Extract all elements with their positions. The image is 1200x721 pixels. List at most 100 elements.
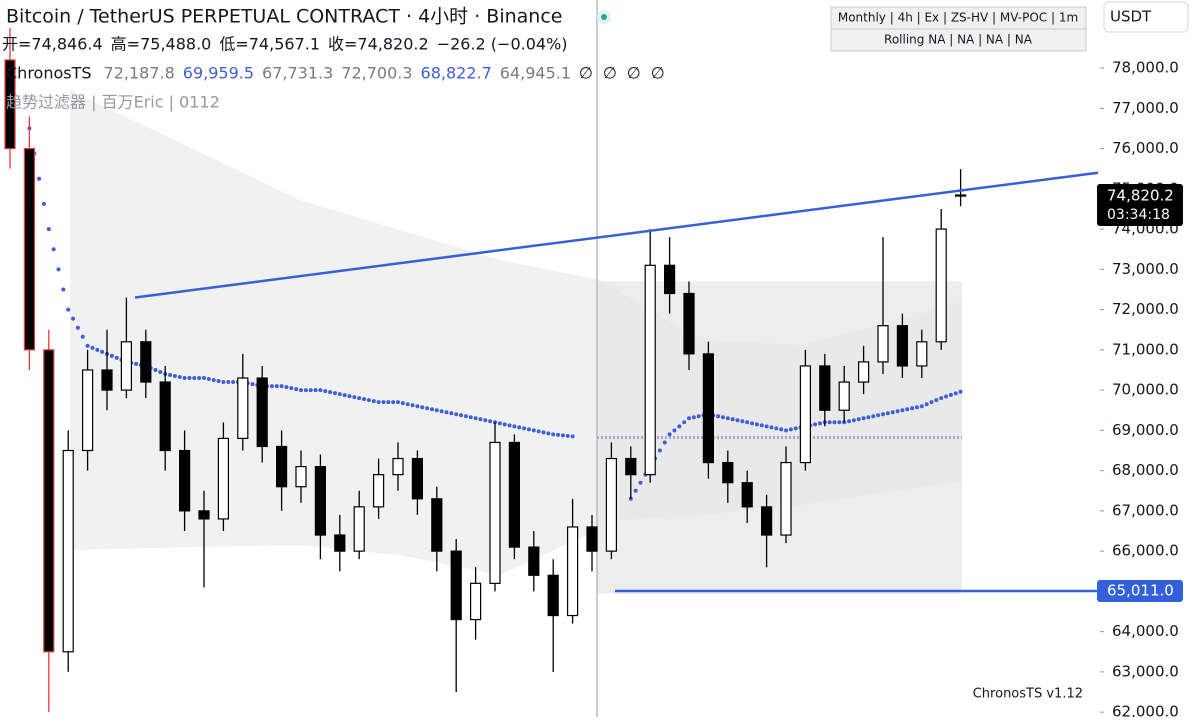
candle-body (508, 441, 520, 548)
candle-body (120, 341, 133, 391)
ma-dot-fill (323, 389, 328, 394)
ma-dot-fill (502, 422, 507, 427)
ma-dot-fill (61, 287, 66, 292)
ma-dot-fill (740, 419, 745, 424)
ma-dot (667, 432, 672, 437)
currency[interactable]: USDT (1110, 8, 1152, 26)
ma-dot-fill (71, 316, 76, 321)
candle-body (392, 457, 404, 476)
ma-dot (764, 424, 769, 429)
countdown: 03:34:18 (1107, 207, 1170, 223)
indicator-value: 68,822.7 (421, 64, 492, 83)
ma-dot-fill (231, 380, 236, 385)
ma-dot-fill (541, 430, 546, 435)
ma-dot-fill (730, 417, 735, 422)
ohlc-value: 低=74,567.1 (219, 35, 320, 54)
ma-dot (202, 376, 206, 381)
ma-dot-fill (308, 388, 313, 393)
ma-dot (46, 227, 51, 232)
ma-dot-fill (250, 382, 255, 387)
candle-body (276, 445, 288, 488)
y-tick-label: 66,000.0 (1112, 542, 1179, 560)
ma-dot-fill (347, 394, 352, 399)
ma-dot-fill (216, 379, 221, 384)
indicator-name: ChronosTS (6, 64, 92, 83)
ma-dot-fill (211, 378, 216, 383)
candle-body (663, 264, 676, 295)
trend-line (134, 171, 1099, 299)
candle-body (62, 449, 74, 653)
candle-body (916, 341, 928, 367)
indicator-value: 69,959.5 (183, 64, 254, 83)
ma-dot-fill (449, 411, 454, 416)
ma-dot (318, 388, 323, 393)
ma-dot-fill (832, 420, 837, 425)
candle-body (411, 457, 423, 500)
ma-dot-fill (662, 440, 667, 445)
ma-dot (337, 392, 342, 397)
indicator-row: ChronosTS 72,187.8 69,959.5 67,731.3 72,700.… (6, 64, 665, 83)
ma-dot (745, 420, 750, 425)
ma-dot (376, 400, 381, 405)
candle-body (625, 457, 637, 476)
indicator-extra: ∅ (579, 64, 593, 83)
footer: ChronosTS v1.12 (973, 687, 1083, 702)
ma-dot-fill (817, 421, 822, 426)
status-dot-core (601, 14, 607, 20)
ma-dot-fill (536, 429, 541, 434)
ma-dot (279, 384, 284, 389)
ma-dot-fill (769, 425, 774, 430)
ma-dot-fill (41, 201, 46, 206)
candle-body (702, 353, 715, 464)
ma-dot-fill (90, 345, 95, 350)
ma-dot-fill (488, 419, 493, 424)
ma-dot-fill (168, 373, 173, 378)
candle-body (198, 510, 210, 520)
ma-dot-fill (682, 420, 687, 425)
ma-dot-fill (226, 380, 231, 385)
ma-dot-fill (556, 432, 561, 437)
currency-button[interactable] (1103, 1, 1189, 33)
ma-dot (531, 428, 536, 433)
ma-dot (454, 412, 459, 417)
y-tick-label: 69,000.0 (1112, 421, 1179, 439)
ma-dot-fill (638, 480, 643, 485)
ma-dot-fill (439, 409, 444, 414)
ma-dot-fill (459, 413, 464, 418)
ma-dot (182, 376, 187, 381)
ma-dot-fill (735, 418, 740, 423)
candle-body (935, 228, 947, 343)
candle-body (780, 461, 792, 536)
ma-dot (784, 428, 788, 433)
candle-body (819, 365, 831, 411)
candle-body (101, 369, 113, 391)
ma-dot-fill (953, 391, 958, 396)
ma-dot (512, 424, 517, 429)
ma-dot-fill (677, 424, 682, 429)
ma-dot-fill (827, 420, 832, 425)
y-tick-label: 62,000.0 (1112, 703, 1179, 717)
ma-dot-fill (478, 417, 483, 422)
ma-dot-fill (463, 414, 468, 419)
ma-dot-fill (95, 347, 100, 352)
ma-dot-fill (944, 394, 949, 399)
chart-title: Bitcoin / TetherUS PERPETUAL CONTRACT · … (6, 6, 562, 28)
ma-dot (85, 343, 90, 348)
ma-dot (919, 404, 924, 409)
candle-body (547, 574, 559, 617)
ma-dot-fill (851, 418, 856, 423)
ma-dot-fill (526, 427, 531, 432)
ma-dot-fill (856, 417, 861, 422)
ma-dot-fill (876, 413, 881, 418)
ma-dot-fill (522, 426, 527, 431)
ma-dot-fill (187, 376, 192, 381)
ma-dot-fill (444, 410, 449, 415)
ma-dot (687, 416, 691, 421)
candle-body (954, 194, 967, 197)
indicator-value: 64,945.1 (500, 64, 571, 83)
ma-dot-fill (657, 448, 662, 453)
candle-body (4, 59, 16, 150)
support-label: 65,011.0 (1107, 581, 1174, 599)
ma-dot-fill (371, 399, 376, 404)
ma-dot-fill (924, 402, 929, 407)
